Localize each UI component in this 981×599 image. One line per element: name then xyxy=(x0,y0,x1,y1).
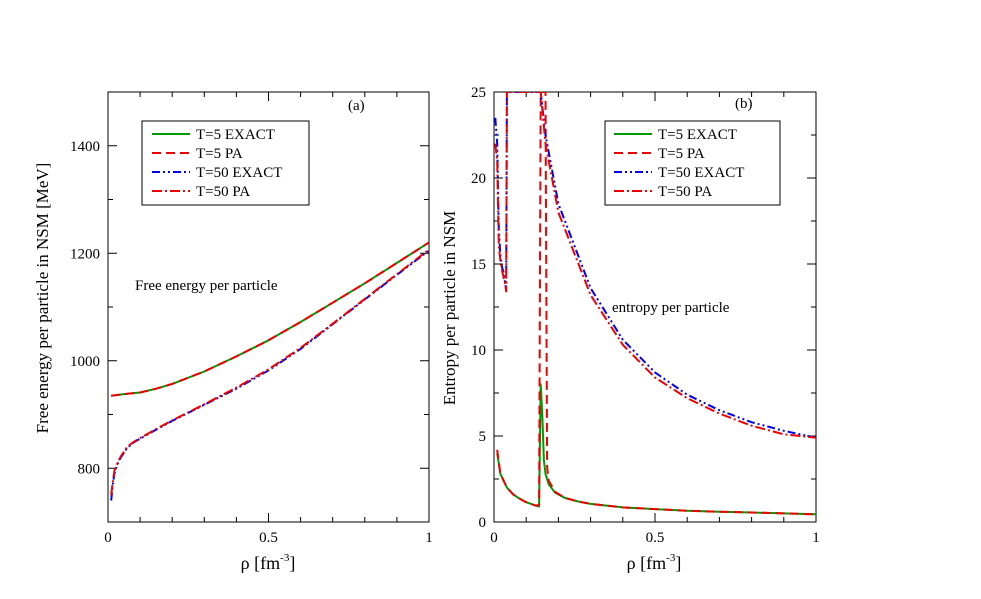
legend-label: T=5 EXACT xyxy=(658,127,737,143)
legend-b: T=5 EXACT T=5 PA T=50 EXACT T=50 PA xyxy=(604,120,781,206)
x-tick-label: 0 xyxy=(490,530,498,546)
series-lines-a xyxy=(110,241,429,501)
y-tick-label: 0 xyxy=(479,515,487,531)
y-tick-label: 1000 xyxy=(70,354,100,370)
panel-label-b: (b) xyxy=(735,96,753,112)
y-tick-label: 10 xyxy=(471,343,486,359)
series-lines-b xyxy=(494,92,816,516)
series-line-b-2 xyxy=(496,92,816,516)
x-tick-label: 0.5 xyxy=(259,530,278,546)
y-tick-label: 800 xyxy=(78,461,101,477)
panel-a: 0 0.5 1 800 1000 1200 1400 (a) Free energy per… xyxy=(33,91,433,573)
series-line-b-1 xyxy=(496,383,816,516)
annotation-a: Free energy per particle xyxy=(135,278,278,294)
x-tick-label: 1 xyxy=(425,530,433,546)
y-tick-label: 25 xyxy=(471,85,486,101)
series-line-a-2 xyxy=(111,241,429,397)
ticks-a: 0 0.5 1 800 1000 1200 1400 xyxy=(70,91,433,546)
legend-a: T=5 EXACT T=5 PA T=50 EXACT T=50 PA xyxy=(141,120,310,206)
x-tick-label: 0 xyxy=(104,530,112,546)
series-line-b-4 xyxy=(494,92,816,439)
legend-label: T=5 EXACT xyxy=(196,127,275,143)
y-tick-label: 5 xyxy=(479,429,487,445)
y-tick-label: 15 xyxy=(471,257,486,273)
y-tick-label: 20 xyxy=(471,171,486,187)
x-axis-label-a: ρ [fm-3] xyxy=(241,552,296,573)
y-tick-label: 1200 xyxy=(70,246,100,262)
x-tick-label: 0.5 xyxy=(646,530,665,546)
series-line-a-4 xyxy=(110,248,429,496)
x-axis-label-b: ρ [fm-3] xyxy=(627,552,682,573)
legend-label: T=50 PA xyxy=(658,184,712,200)
legend-label: T=5 PA xyxy=(196,146,243,162)
legend-label: T=50 EXACT xyxy=(196,165,282,181)
x-tick-label: 1 xyxy=(812,530,820,546)
annotation-b: entropy per particle xyxy=(612,300,730,316)
y-tick-label: 1400 xyxy=(70,139,100,155)
legend-label: T=50 EXACT xyxy=(658,165,744,181)
y-axis-label-a: Free energy per particle in NSM [MeV] xyxy=(33,163,52,434)
panel-label-a: (a) xyxy=(348,98,365,114)
legend-label: T=5 PA xyxy=(658,146,705,162)
y-axis-label-b: Entropy per particle in NSM xyxy=(440,211,459,406)
legend-label: T=50 PA xyxy=(196,184,250,200)
series-line-a-1 xyxy=(111,241,429,397)
series-line-b-3 xyxy=(494,92,816,439)
